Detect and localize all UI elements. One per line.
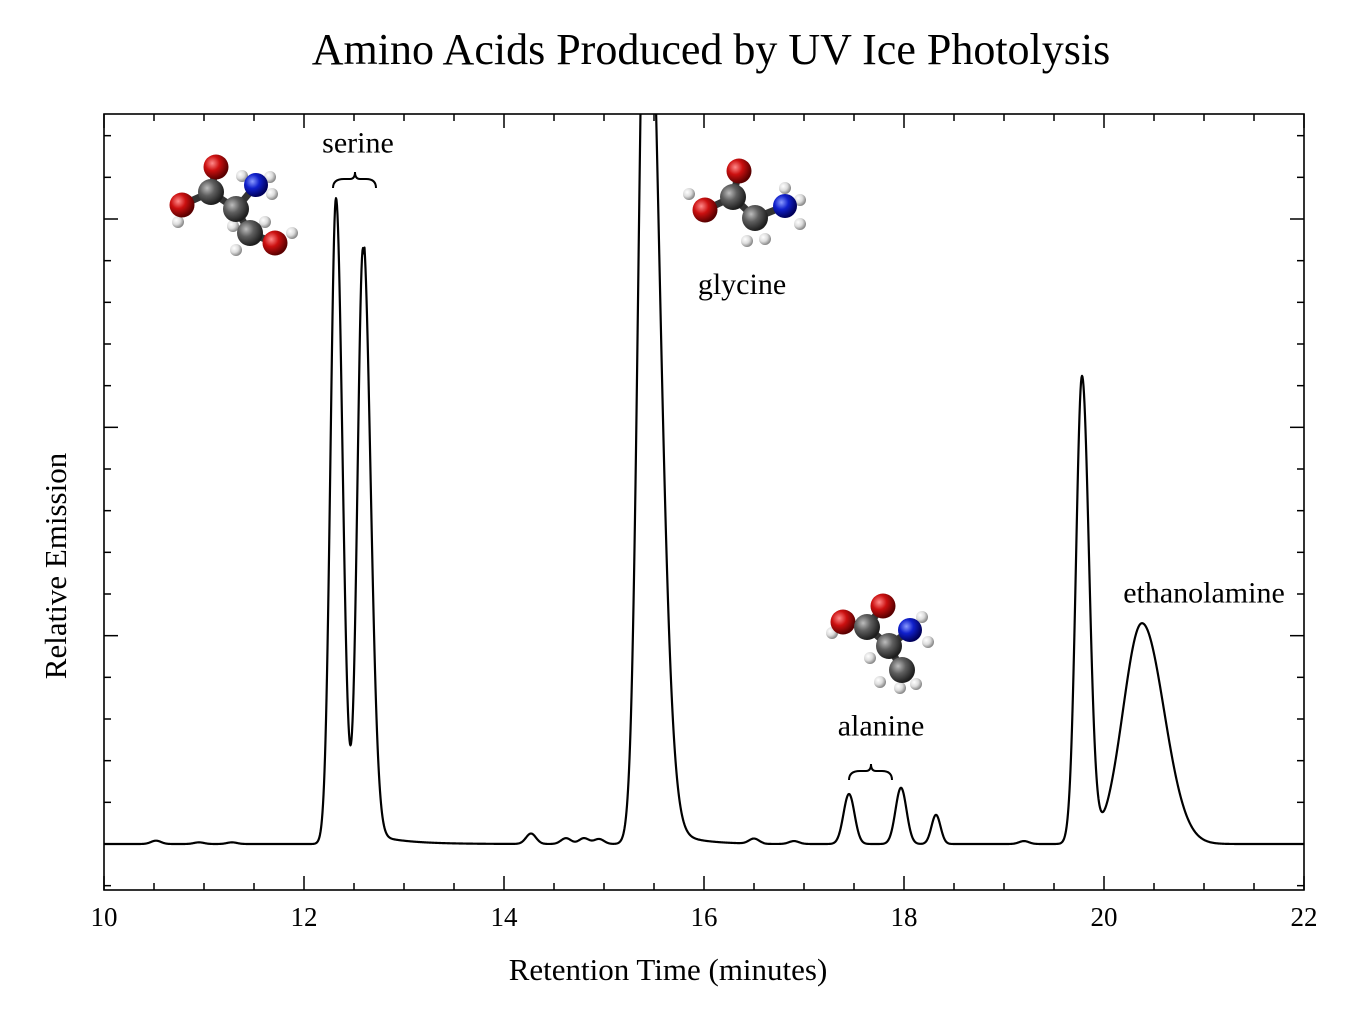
x-axis-label: Retention Time (minutes): [509, 952, 828, 987]
peak-label-serine: serine: [322, 126, 394, 159]
x-axis-ticks: 10 12 14 16 18 20 22: [91, 114, 1318, 932]
x-tick-label: 18: [891, 902, 918, 932]
x-tick-label: 12: [291, 902, 318, 932]
alanine-brace: [848, 763, 893, 781]
alanine-molecule-icon: [826, 593, 934, 694]
chromatogram-trace: [104, 114, 1304, 846]
y-axis-label: Relative Emission: [38, 452, 73, 679]
chart-title: Amino Acids Produced by UV Ice Photolysi…: [312, 25, 1111, 74]
x-tick-label: 14: [491, 902, 519, 932]
peak-label-ethanolamine: ethanolamine: [1123, 576, 1285, 609]
peak-label-alanine: alanine: [838, 710, 925, 743]
x-tick-label: 16: [691, 902, 718, 932]
x-tick-label: 10: [91, 902, 118, 932]
x-tick-label: 22: [1291, 902, 1318, 932]
serine-molecule-icon: [169, 154, 298, 256]
x-tick-label: 20: [1091, 902, 1118, 932]
glycine-molecule-icon: [683, 158, 806, 247]
plot-frame: [103, 113, 1305, 891]
peak-label-glycine: glycine: [698, 268, 786, 301]
serine-brace: [332, 171, 377, 189]
peak-annotations: serine glycine alanine ethanolamine: [322, 126, 1285, 742]
